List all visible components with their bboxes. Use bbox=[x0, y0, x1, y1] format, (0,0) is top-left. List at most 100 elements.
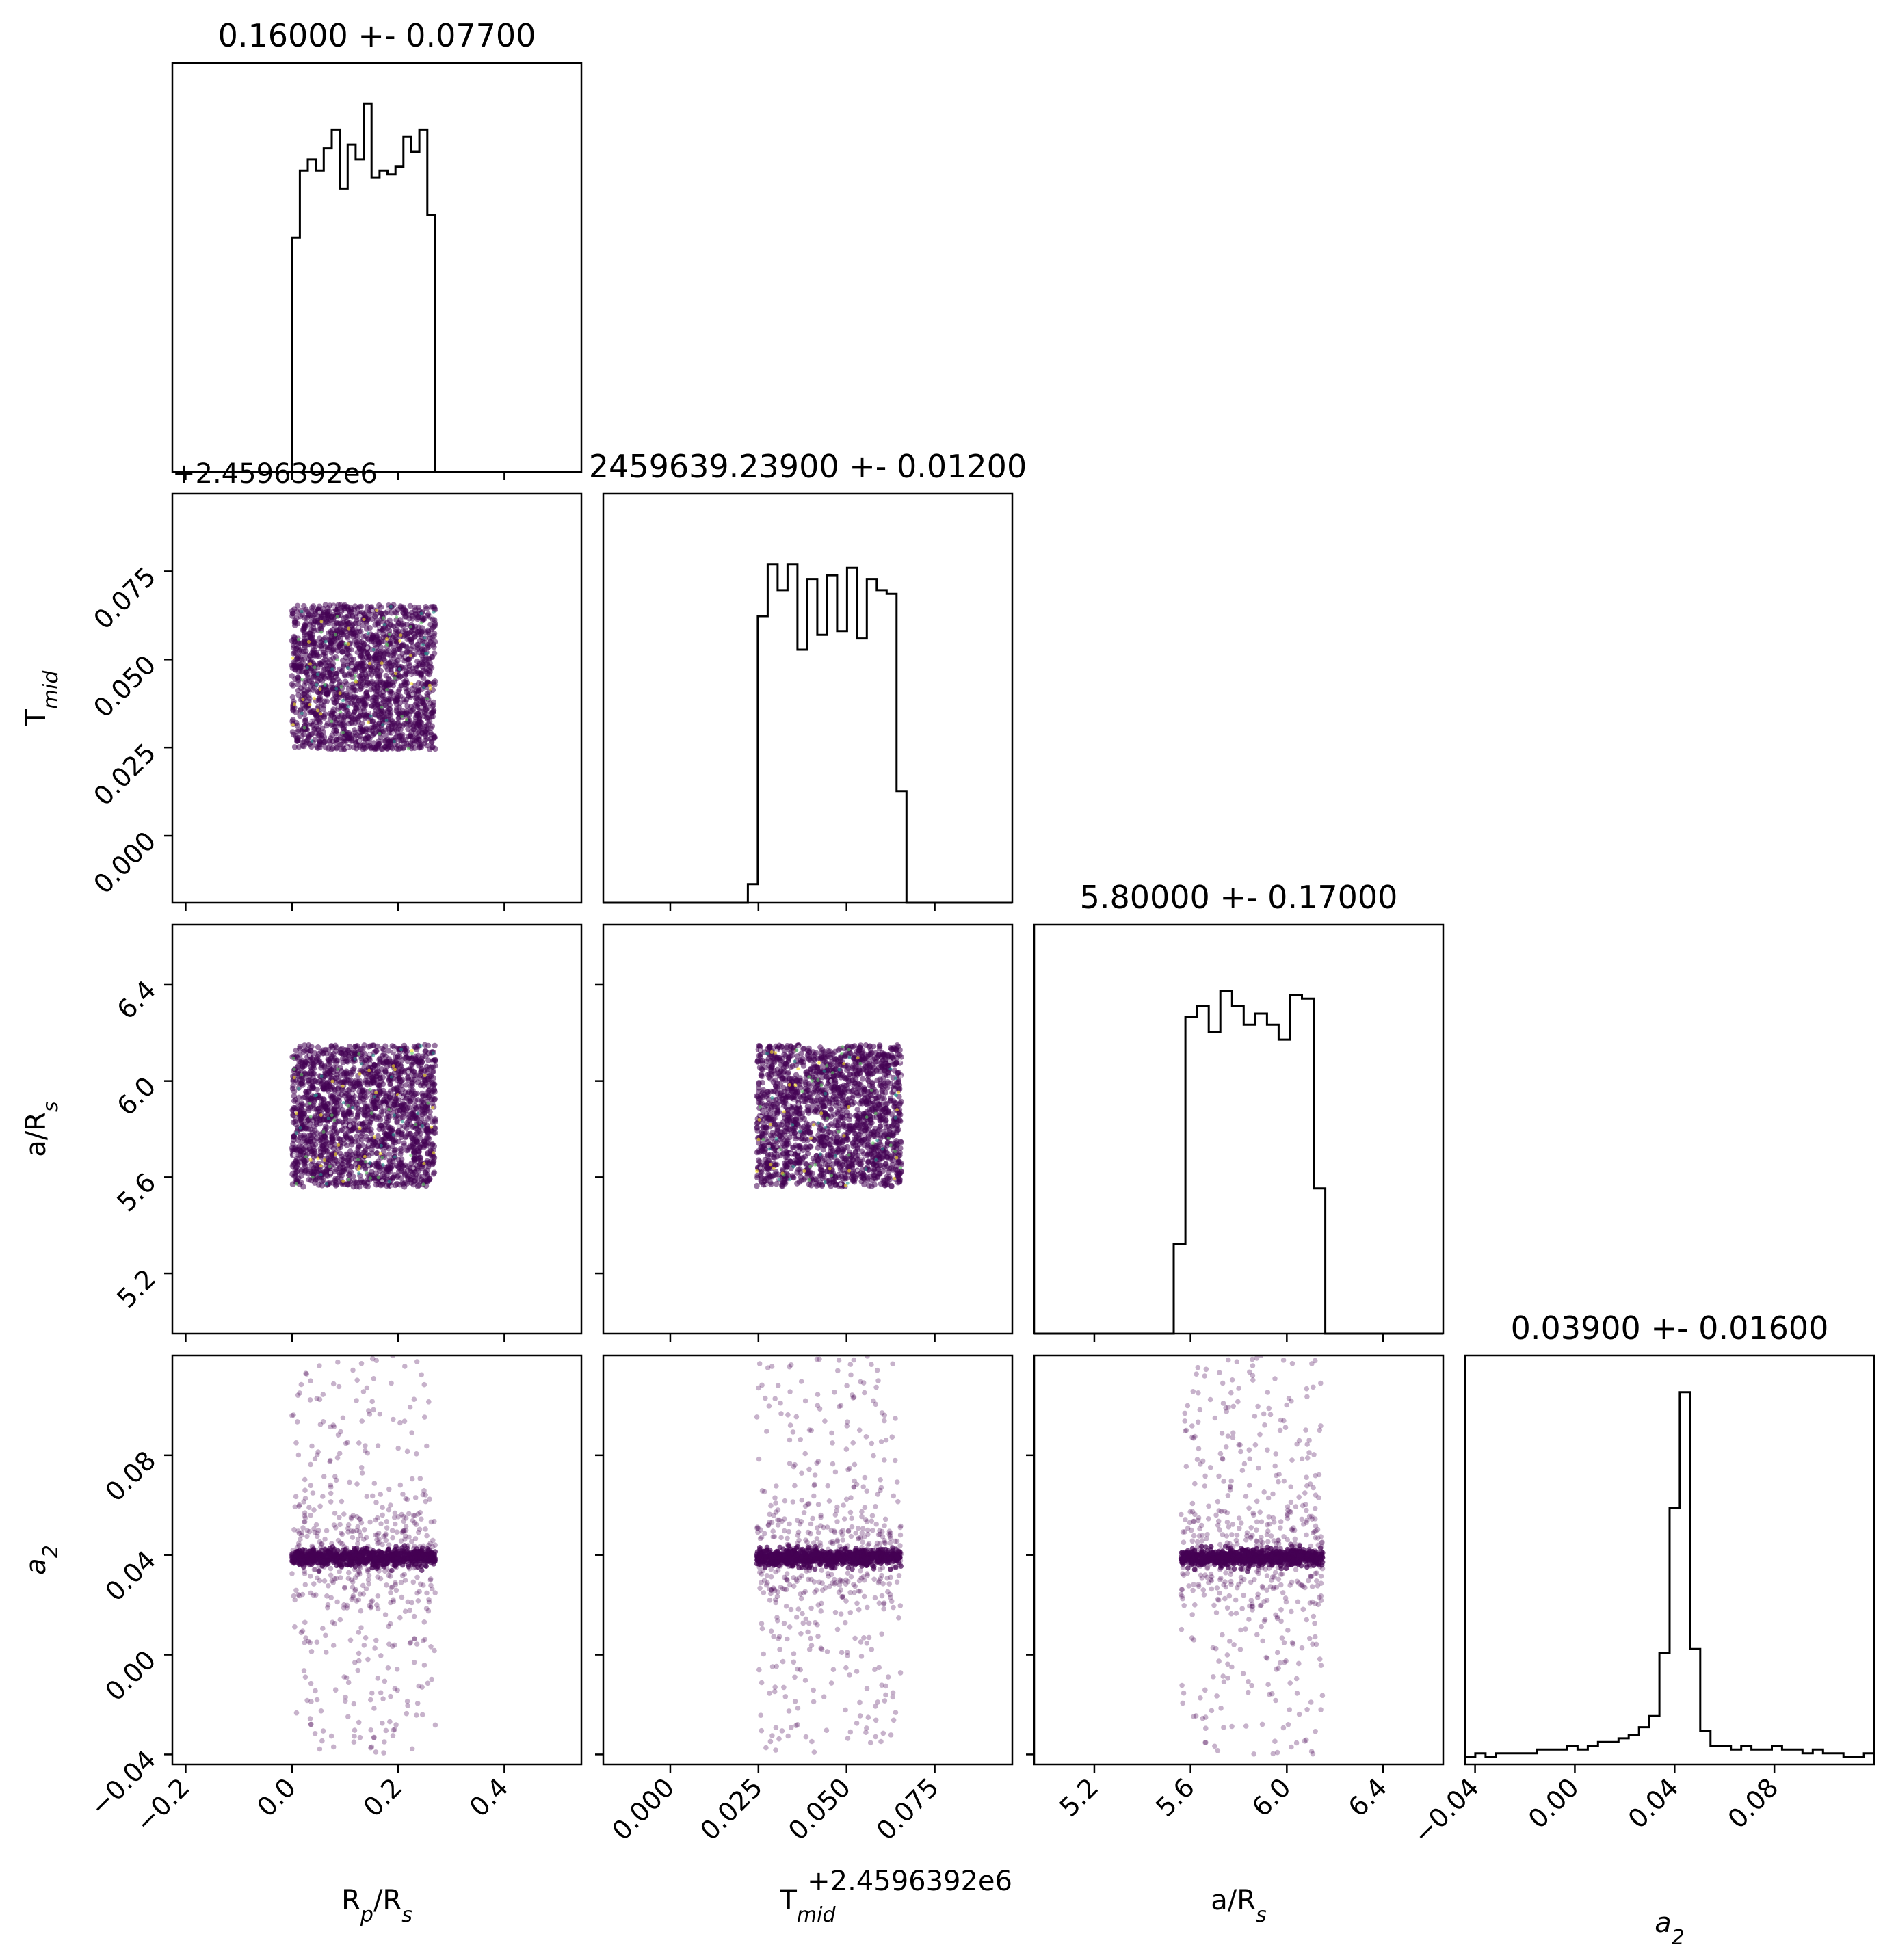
sample-point bbox=[411, 1144, 417, 1151]
sample-speckle bbox=[391, 1133, 395, 1137]
sample-point bbox=[338, 1127, 344, 1134]
sample-speckle bbox=[310, 739, 314, 743]
sample-point bbox=[863, 1042, 869, 1048]
sample-speckle bbox=[397, 1124, 401, 1128]
sample-point bbox=[402, 1089, 408, 1096]
sample-point bbox=[320, 622, 326, 628]
sample-speckle bbox=[350, 1106, 354, 1109]
sample-speckle bbox=[393, 1068, 397, 1072]
sample-point bbox=[404, 1180, 410, 1187]
sample-speckle bbox=[378, 732, 382, 736]
sample-speckle bbox=[319, 1164, 323, 1168]
sample-point bbox=[376, 714, 382, 720]
sample-point bbox=[356, 1083, 363, 1089]
sample-point bbox=[353, 663, 359, 670]
sample-point bbox=[330, 617, 337, 623]
sample-speckle bbox=[346, 704, 350, 708]
sample-point bbox=[358, 1177, 364, 1183]
sample-point bbox=[432, 622, 438, 628]
sample-speckle bbox=[350, 1091, 354, 1096]
sample-point bbox=[380, 1098, 386, 1104]
sample-speckle bbox=[346, 1104, 350, 1108]
sample-speckle bbox=[419, 1044, 423, 1048]
sample-point bbox=[302, 717, 309, 724]
sample-point bbox=[333, 620, 340, 626]
sample-point bbox=[352, 705, 359, 711]
sample-point bbox=[412, 1125, 419, 1132]
sample-point bbox=[291, 1145, 298, 1152]
sample-speckle bbox=[366, 1164, 370, 1168]
sample-point bbox=[416, 1182, 422, 1189]
sample-point bbox=[421, 1093, 427, 1099]
sample-point bbox=[339, 1107, 345, 1113]
sample-point bbox=[348, 1164, 354, 1170]
sample-speckle bbox=[363, 1154, 367, 1158]
sample-speckle bbox=[336, 1067, 340, 1071]
sample-speckle bbox=[412, 662, 417, 666]
sample-speckle bbox=[354, 680, 358, 684]
sample-point bbox=[351, 744, 357, 751]
sample-point bbox=[306, 677, 313, 683]
sample-point bbox=[308, 665, 315, 672]
sample-speckle bbox=[316, 1156, 320, 1161]
hist-line-tmid bbox=[603, 563, 1012, 904]
sample-point bbox=[401, 1140, 407, 1146]
sample-speckle bbox=[389, 605, 393, 609]
sample-point bbox=[393, 610, 399, 616]
sample-point bbox=[343, 690, 350, 697]
sample-point bbox=[317, 1121, 324, 1127]
sample-speckle bbox=[371, 648, 376, 652]
sample-speckle bbox=[419, 611, 423, 615]
sample-speckle bbox=[341, 1101, 345, 1104]
sample-point bbox=[368, 672, 375, 678]
sample-point bbox=[311, 1154, 317, 1160]
sample-point bbox=[419, 1115, 425, 1122]
sample-speckle bbox=[375, 609, 379, 612]
sample-point bbox=[344, 659, 351, 665]
sample-point bbox=[401, 740, 408, 746]
sample-point bbox=[320, 689, 326, 696]
sample-point bbox=[423, 707, 430, 713]
sample-point bbox=[365, 1078, 371, 1084]
sample-point bbox=[333, 671, 339, 677]
sample-speckle bbox=[393, 1155, 397, 1159]
sample-point bbox=[324, 1148, 330, 1154]
sample-point bbox=[393, 708, 399, 714]
sample-point bbox=[376, 738, 382, 744]
sample-speckle bbox=[391, 731, 395, 735]
sample-point bbox=[375, 648, 381, 654]
sample-point bbox=[369, 678, 376, 685]
sample-point bbox=[289, 694, 296, 700]
sample-point bbox=[300, 627, 306, 633]
sample-point bbox=[344, 1142, 350, 1149]
sample-point bbox=[325, 1087, 332, 1094]
sample-point bbox=[403, 697, 410, 703]
sample-point bbox=[340, 1112, 347, 1118]
sample-point bbox=[384, 624, 391, 631]
sample-point bbox=[344, 681, 350, 687]
sample-speckle bbox=[399, 633, 403, 637]
sample-point bbox=[414, 669, 421, 675]
sample-point bbox=[398, 1083, 404, 1089]
sample-point bbox=[352, 700, 358, 706]
sample-point bbox=[328, 735, 334, 741]
sample-speckle bbox=[347, 1124, 352, 1128]
sample-point bbox=[326, 1083, 332, 1089]
sample-speckle bbox=[298, 1126, 302, 1130]
sample-speckle bbox=[373, 1135, 377, 1139]
sample-point bbox=[387, 1081, 393, 1088]
sample-point bbox=[425, 1160, 431, 1166]
sample-speckle bbox=[338, 691, 342, 696]
sample-speckle bbox=[409, 653, 413, 657]
sample-speckle bbox=[328, 1165, 332, 1169]
sample-point bbox=[295, 653, 302, 660]
scatter-points-rp-ars bbox=[289, 1042, 438, 1190]
sample-speckle bbox=[337, 1143, 341, 1147]
sample-speckle bbox=[381, 723, 385, 727]
sample-point bbox=[373, 699, 380, 706]
sample-speckle bbox=[341, 1180, 345, 1183]
sample-point bbox=[371, 1061, 377, 1068]
sample-point bbox=[397, 674, 404, 680]
sample-speckle bbox=[345, 666, 350, 670]
sample-speckle bbox=[382, 623, 386, 626]
